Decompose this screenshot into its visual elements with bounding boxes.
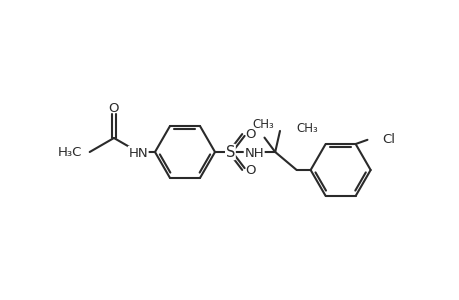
Text: CH₃: CH₃ bbox=[252, 118, 274, 130]
Text: O: O bbox=[245, 128, 255, 140]
Text: H₃C: H₃C bbox=[57, 146, 82, 158]
Text: Cl: Cl bbox=[381, 133, 395, 146]
Text: O: O bbox=[245, 164, 255, 176]
Text: S: S bbox=[225, 145, 235, 160]
Text: CH₃: CH₃ bbox=[295, 122, 317, 136]
Text: O: O bbox=[108, 102, 119, 115]
Text: HN: HN bbox=[128, 146, 148, 160]
Text: NH: NH bbox=[244, 146, 263, 160]
